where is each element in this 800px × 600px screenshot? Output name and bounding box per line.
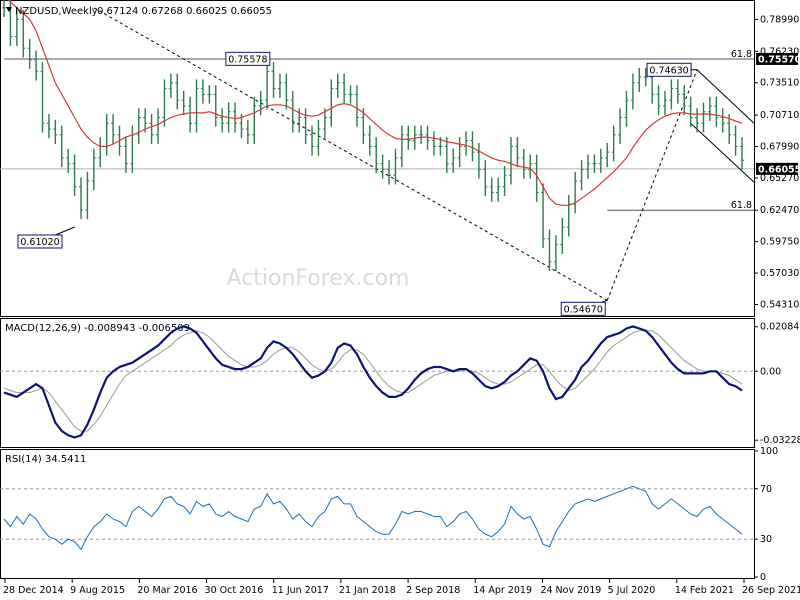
x-axis-label: 28 Dec 2014 (3, 585, 64, 596)
current-price-label: 0.66055 (758, 164, 800, 175)
symbol-label: NZDUSD,Weekly (15, 6, 98, 17)
header-triangle-icon (6, 7, 12, 12)
annotation-label: 0.75578 (228, 54, 267, 65)
x-axis-label: 2 Sep 2018 (406, 585, 460, 596)
price-annotations: 0.75578 0.74630 0.61020 0.54670 (17, 51, 698, 316)
macd-line (3, 325, 743, 439)
x-axis: 28 Dec 2014 9 Aug 2015 20 Mar 2016 30 Oct 2… (3, 579, 800, 596)
rsi-line (3, 485, 743, 551)
level-price-box (756, 52, 798, 65)
macd-axis: 0.02084 0.00 -0.032285 (754, 322, 800, 446)
downtrend-dashed-line (93, 7, 608, 301)
annotation-box (17, 234, 63, 249)
level-price-label: 0.75570 (758, 54, 800, 65)
macd-signal-line (3, 330, 743, 432)
price-header: NZDUSD,Weekly 0.67124 0.67268 0.66025 0.… (6, 6, 272, 17)
x-axis-label: 30 Oct 2016 (205, 585, 264, 596)
rsi-axis-label: 30 (760, 534, 772, 545)
x-axis-label: 21 Jan 2018 (339, 585, 396, 596)
annotation-box (560, 301, 606, 316)
rsi-panel-frame (0, 449, 755, 579)
macd-axis-label: 0.00 (760, 366, 781, 377)
rsi-axis-label: 0 (760, 572, 766, 583)
channel-upper-line (696, 69, 755, 124)
annotation-box (646, 62, 692, 77)
macd-panel-frame (0, 318, 755, 448)
rsi-axis: 100 70 30 0 (754, 446, 778, 583)
x-axis-label: 9 Aug 2015 (70, 585, 125, 596)
uptrend-dashed-line (606, 69, 698, 301)
macd-header: MACD(12,26,9) -0.008943 -0.006509 (5, 323, 190, 334)
price-axis-label: 0.54310 (760, 299, 799, 310)
price-drawings: 61.8 61.8 (0, 7, 755, 301)
fib-level-label: 61.8 (731, 49, 752, 60)
price-axis-label: 0.73510 (760, 78, 799, 89)
annotation-label: 0.74630 (649, 65, 688, 76)
x-axis-label: 5 Jul 2020 (608, 585, 656, 596)
price-axis-label: 0.65270 (760, 173, 799, 184)
fib-level-label: 61.8 (731, 200, 752, 211)
annotation-label: 0.61020 (20, 237, 59, 248)
price-axis-label: 0.59750 (760, 237, 799, 248)
annotation-label: 0.54670 (564, 304, 603, 315)
price-axis: 0.78990 0.76230 0.73510 0.70710 0.67990 0.652… (754, 14, 800, 310)
x-axis-label: 20 Mar 2016 (137, 585, 197, 596)
rsi-axis-label: 100 (760, 446, 778, 457)
price-axis-label: 0.76230 (760, 46, 799, 57)
current-price-box (756, 162, 798, 175)
x-axis-label: 11 Jun 2017 (272, 585, 329, 596)
price-axis-label: 0.67990 (760, 141, 799, 152)
macd-axis-label: 0.02084 (760, 322, 799, 333)
price-axis-label: 0.57030 (760, 268, 799, 279)
macd-axis-label: -0.032285 (760, 435, 800, 446)
price-axis-label: 0.62470 (760, 205, 799, 216)
rsi-axis-label: 70 (760, 484, 772, 495)
x-axis-label: 14 Apr 2019 (473, 585, 532, 596)
channel-lower-line (690, 122, 755, 183)
x-axis-label: 14 Feb 2021 (675, 585, 734, 596)
price-bars (2, 0, 744, 272)
rsi-header: RSI(14) 34.5411 (5, 454, 86, 465)
moving-average-line (7, 0, 743, 206)
price-axis-label: 0.70710 (760, 110, 799, 121)
price-axis-label: 0.78990 (760, 14, 799, 25)
ohlc-label: 0.67124 0.67268 0.66025 0.66055 (97, 6, 272, 17)
x-axis-label: 24 Nov 2019 (540, 585, 601, 596)
watermark: ActionForex.com (227, 266, 410, 291)
x-axis-label: 26 Sep 2021 (742, 585, 800, 596)
price-panel-frame (0, 0, 755, 317)
annotation-box (225, 51, 271, 66)
